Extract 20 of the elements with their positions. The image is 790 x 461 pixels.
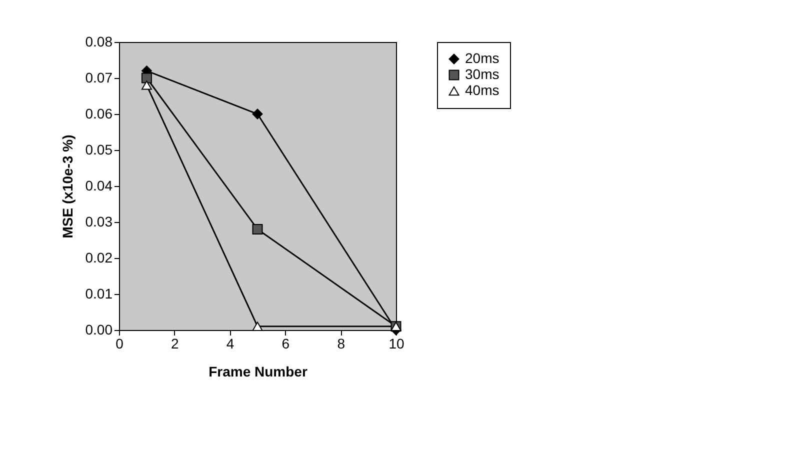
x-tick-label: 4 bbox=[226, 336, 234, 352]
y-tick-label: 0.00 bbox=[85, 322, 113, 338]
x-tick-label: 2 bbox=[171, 336, 179, 352]
legend-label: 40ms bbox=[465, 82, 500, 98]
y-tick-label: 0.07 bbox=[85, 70, 113, 86]
legend-label: 20ms bbox=[465, 50, 500, 66]
y-tick-label: 0.04 bbox=[85, 178, 113, 194]
x-tick-label: 0 bbox=[116, 336, 124, 352]
y-tick-label: 0.01 bbox=[85, 286, 113, 302]
x-axis-title: Frame Number bbox=[208, 364, 308, 380]
y-tick-label: 0.05 bbox=[85, 142, 113, 158]
y-tick-label: 0.02 bbox=[85, 250, 113, 266]
y-tick-label: 0.03 bbox=[85, 214, 113, 230]
x-tick-label: 8 bbox=[337, 336, 346, 352]
x-tick-label: 10 bbox=[388, 336, 404, 352]
legend-label: 30ms bbox=[465, 66, 500, 82]
x-tick-label: 6 bbox=[282, 336, 290, 352]
y-tick-label: 0.08 bbox=[85, 34, 113, 50]
y-tick-label: 0.06 bbox=[85, 106, 113, 122]
y-axis-title: MSE (x10e-3 %) bbox=[59, 134, 76, 238]
